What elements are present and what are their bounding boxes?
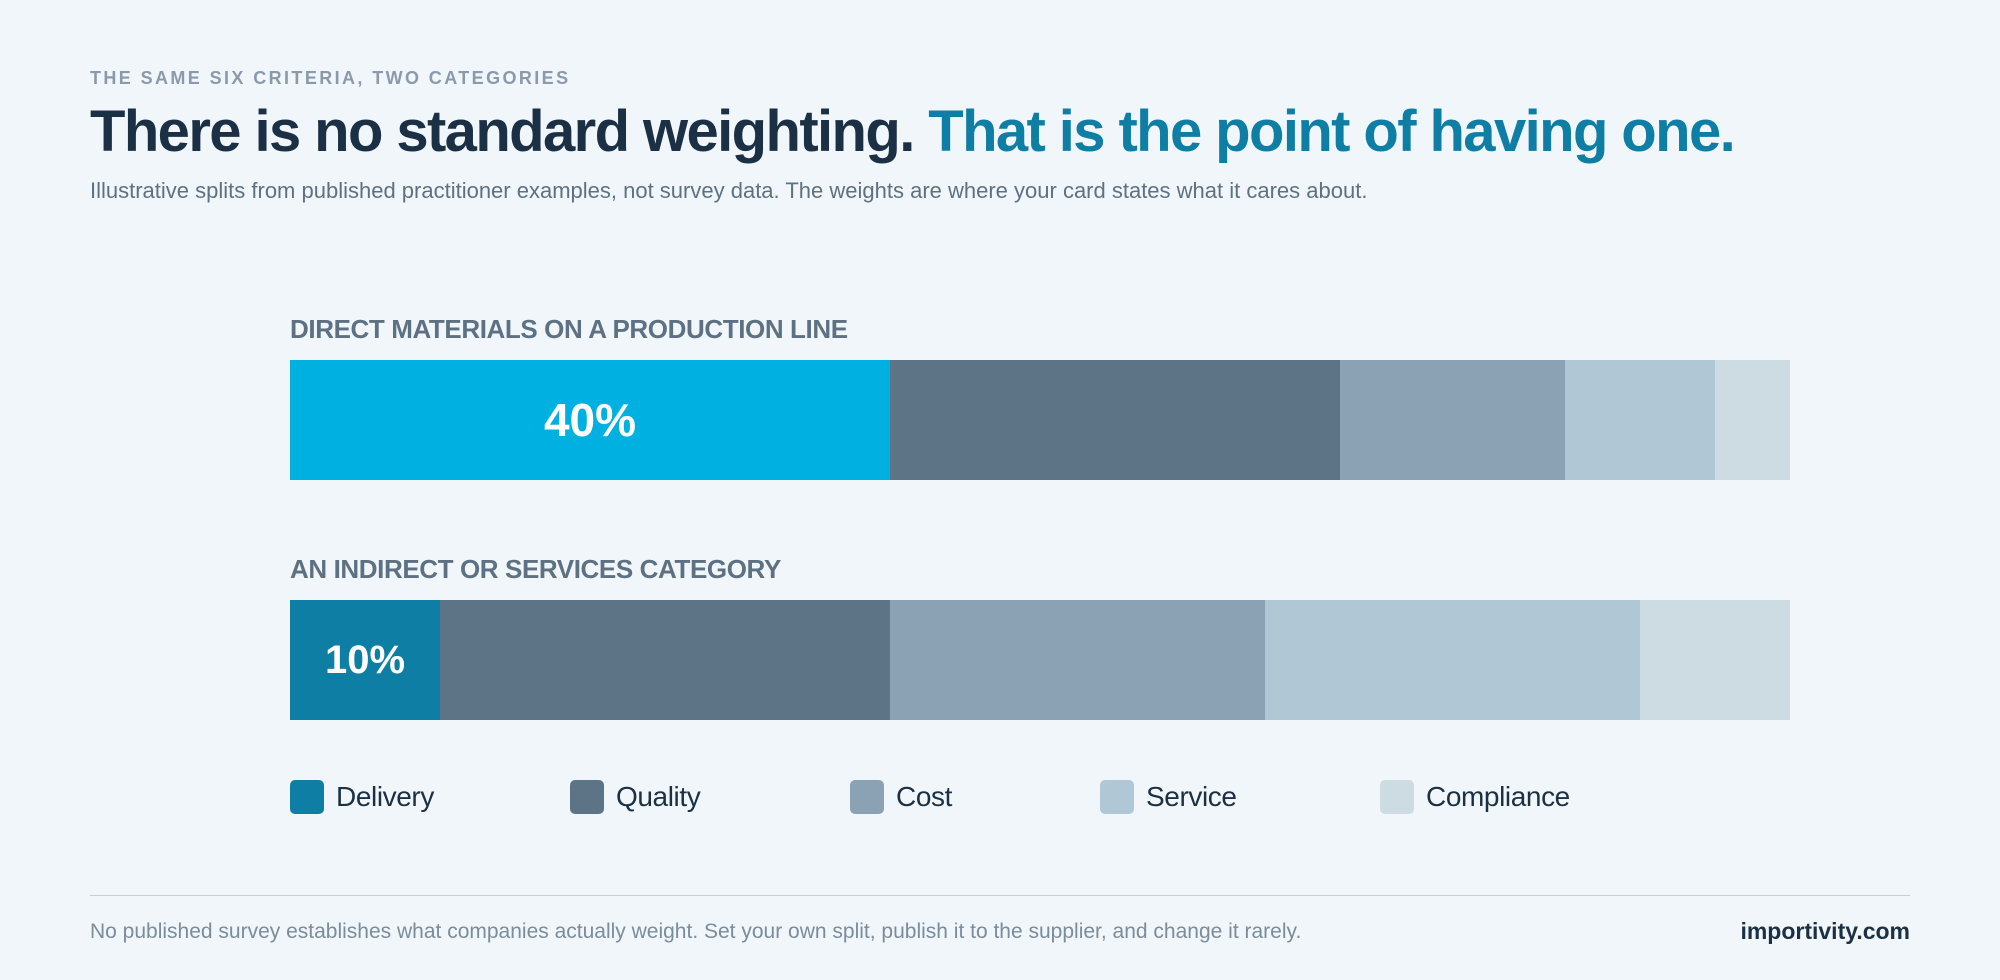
category-title-direct: DIRECT MATERIALS ON A PRODUCTION LINE (290, 314, 848, 344)
category-title-indirect: AN INDIRECT OR SERVICES CATEGORY (290, 554, 781, 584)
bar-segment-service (1265, 600, 1640, 720)
page-title: There is no standard weighting. That is … (90, 98, 1940, 165)
legend-item-service: Service (1100, 780, 1237, 814)
legend-swatch (1100, 780, 1134, 814)
legend-swatch (850, 780, 884, 814)
legend-item-cost: Cost (850, 780, 952, 814)
stacked-bar-indirect: 10% (290, 600, 1790, 720)
legend-label: Compliance (1426, 781, 1570, 812)
stacked-bar-direct: 40% (290, 360, 1790, 480)
data-label: 40% (543, 394, 637, 446)
bar-segment-compliance (1640, 600, 1790, 720)
footnote: No published survey establishes what com… (90, 920, 1302, 943)
brand-logo[interactable]: importivity.com (1740, 918, 1910, 944)
legend-item-quality: Quality (570, 780, 701, 814)
legend-item-compliance: Compliance (1380, 780, 1570, 814)
bar-segment-quality (890, 360, 1340, 480)
legend-label: Service (1146, 781, 1237, 812)
headline-main: There is no standard weighting. (90, 99, 915, 164)
legend-swatch (1380, 780, 1414, 814)
bar-segment-delivery: 40% (290, 360, 890, 480)
bar-segment-delivery: 10% (290, 600, 440, 720)
subtitle: Illustrative splits from published pract… (90, 178, 1368, 203)
eyebrow-label: THE SAME SIX CRITERIA, TWO CATEGORIES (90, 68, 571, 88)
legend-label: Quality (616, 781, 701, 812)
legend-label: Delivery (336, 781, 434, 812)
bar-segment-service (1565, 360, 1715, 480)
data-label: 10% (324, 637, 406, 682)
legend-swatch (570, 780, 604, 814)
bar-segment-compliance (1715, 360, 1790, 480)
legend-label: Cost (896, 781, 952, 812)
divider (90, 895, 1910, 896)
legend-swatch (290, 780, 324, 814)
headline-accent: That is the point of having one. (928, 99, 1735, 164)
bar-segment-cost (1340, 360, 1565, 480)
legend-item-delivery: Delivery (290, 780, 434, 814)
bar-segment-cost (890, 600, 1265, 720)
bar-segment-quality (440, 600, 890, 720)
